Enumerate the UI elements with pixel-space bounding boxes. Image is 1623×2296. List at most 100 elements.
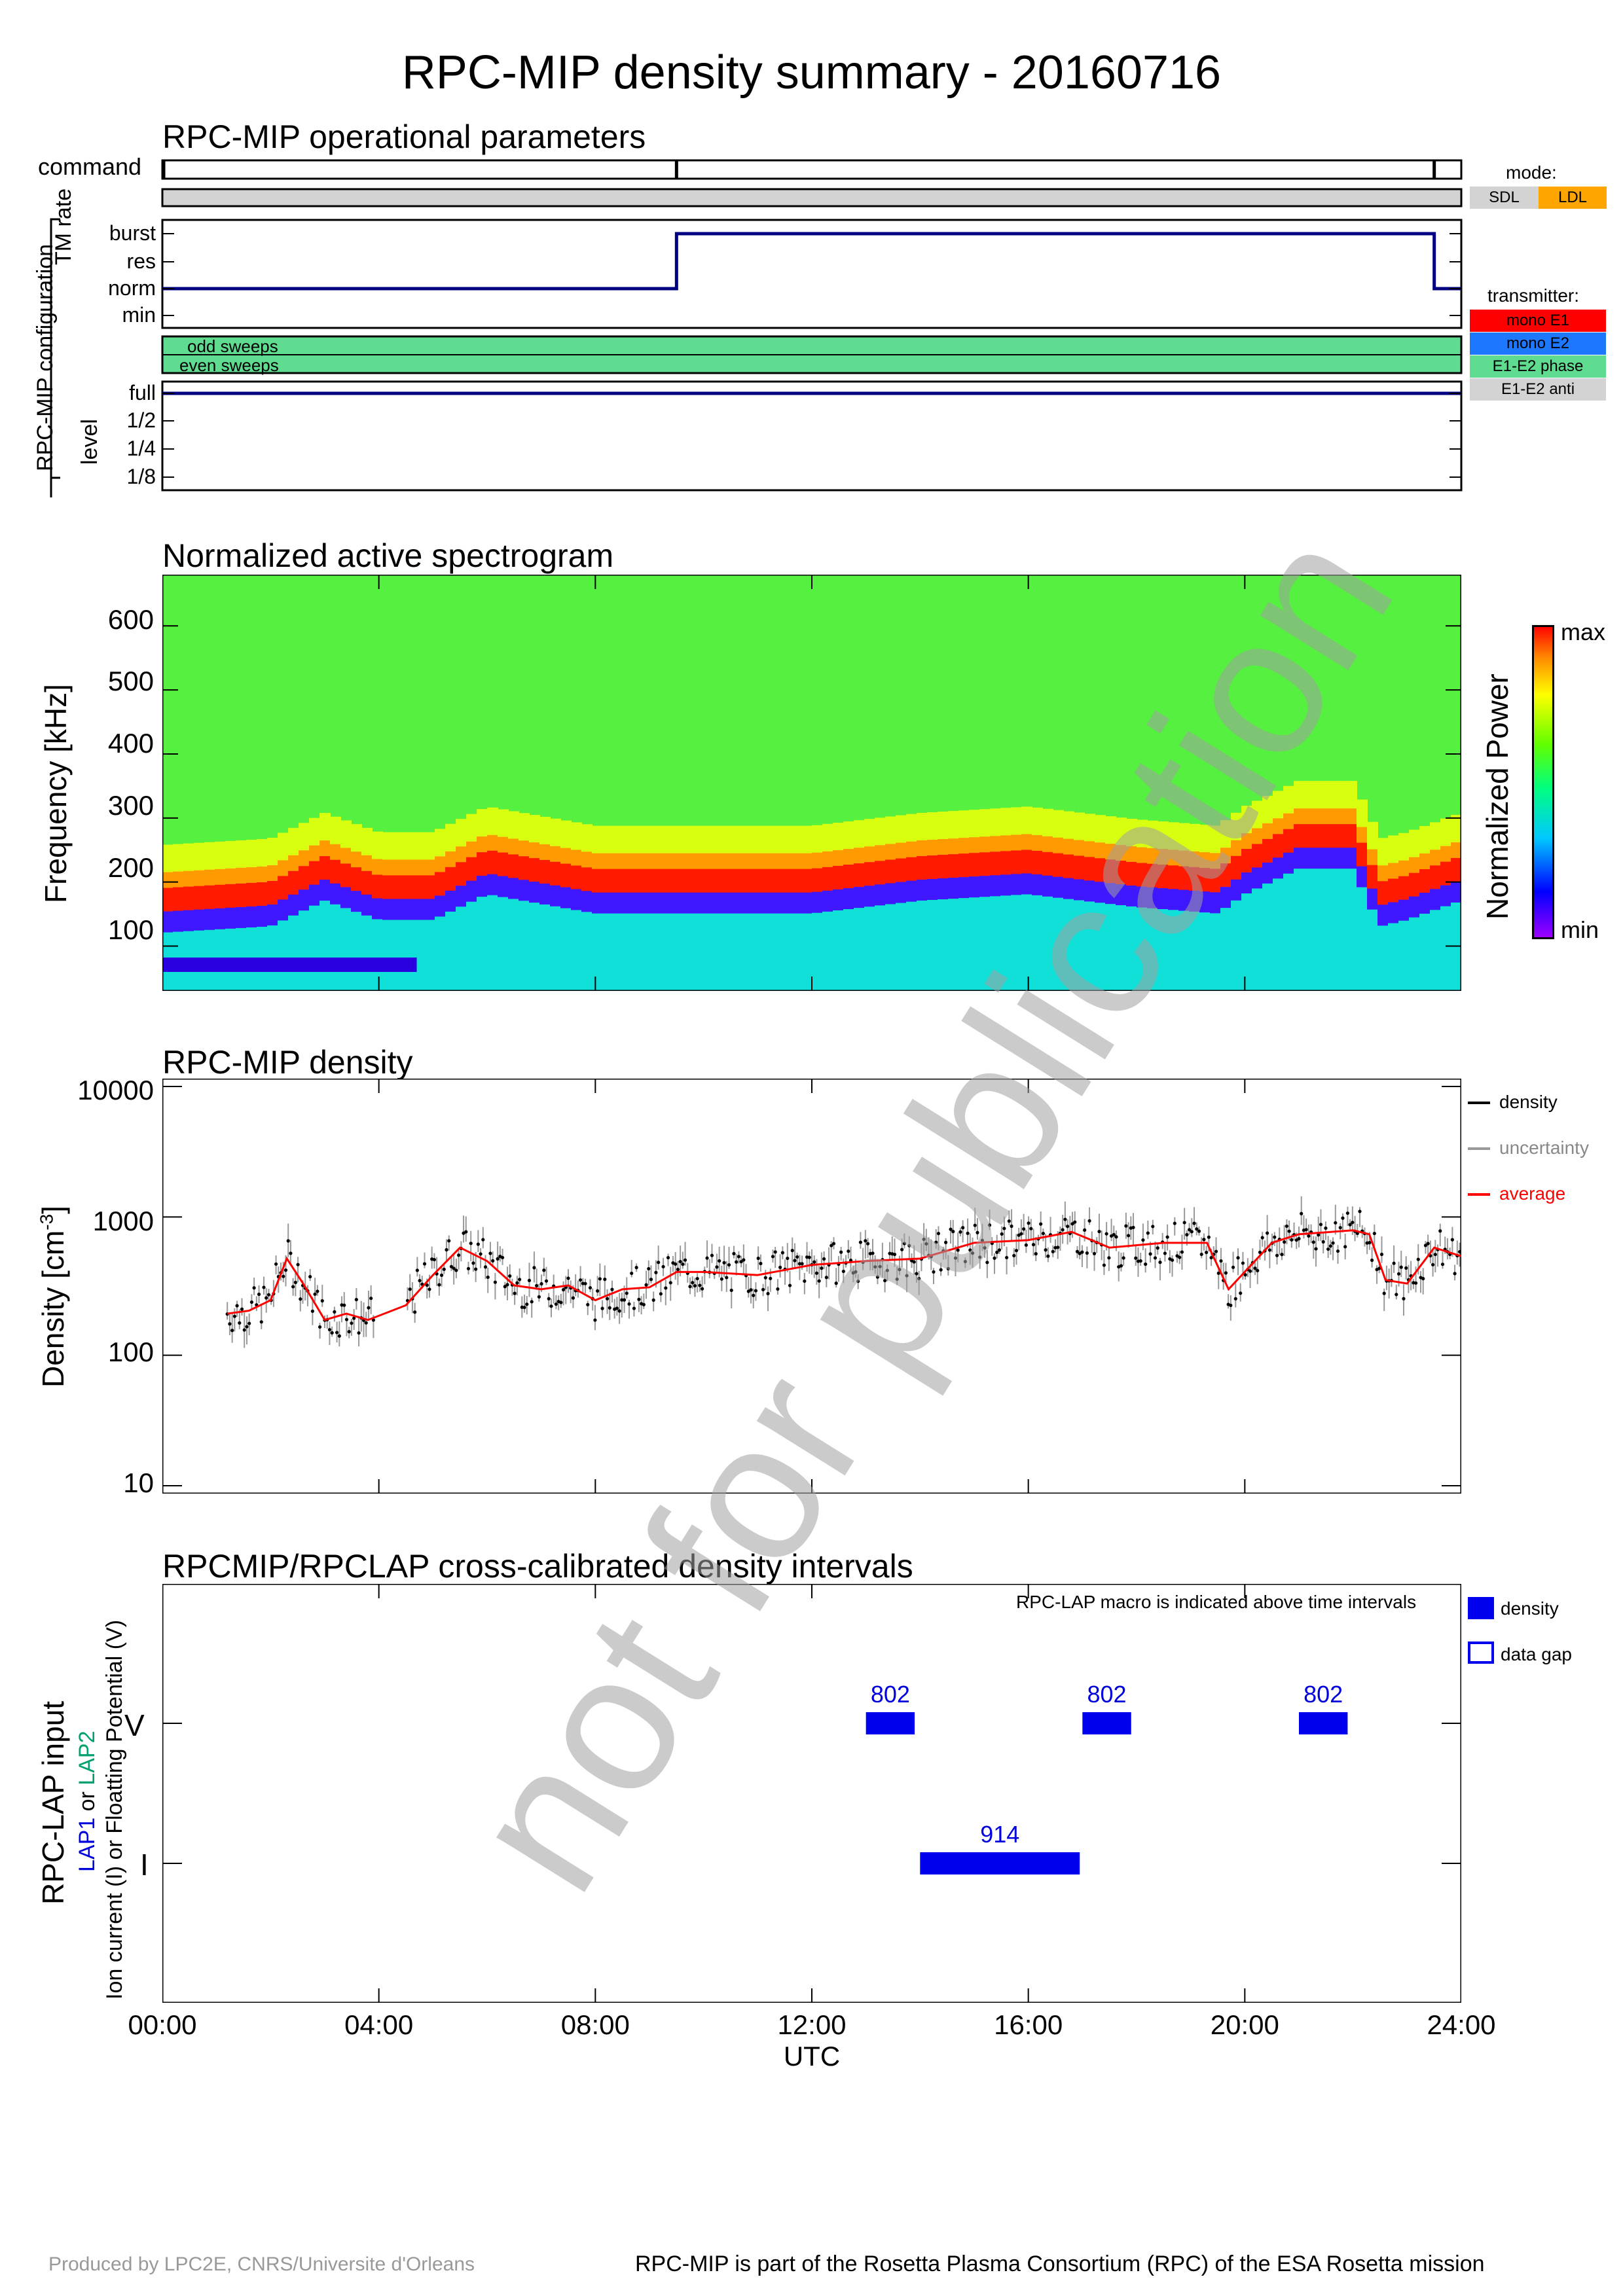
density-point xyxy=(946,1266,950,1270)
density-point xyxy=(581,1282,585,1285)
density-point xyxy=(817,1279,821,1283)
spec-column xyxy=(592,825,603,991)
density-point xyxy=(720,1277,723,1281)
density-point xyxy=(856,1279,860,1283)
density-point xyxy=(608,1306,611,1310)
density-point xyxy=(445,1247,448,1252)
density-point xyxy=(1199,1252,1203,1257)
density-point xyxy=(771,1255,775,1259)
density-point xyxy=(1024,1243,1028,1247)
spec-column xyxy=(539,816,551,991)
dens-ytick-10: 10 xyxy=(123,1467,154,1498)
spec-column xyxy=(1063,811,1074,991)
legend-density: density xyxy=(1499,1092,1558,1112)
density-point xyxy=(422,1262,427,1266)
density-point xyxy=(951,1230,955,1234)
density-point xyxy=(245,1325,249,1329)
density-point xyxy=(296,1263,300,1266)
density-point xyxy=(776,1287,780,1291)
density-point xyxy=(1453,1272,1457,1276)
density-point xyxy=(1063,1217,1067,1221)
spec-column xyxy=(571,822,582,991)
density-point xyxy=(632,1306,636,1310)
density-point xyxy=(839,1250,843,1254)
spec-column xyxy=(979,809,991,991)
level-eighth: 1/8 xyxy=(126,465,156,488)
density-point xyxy=(1156,1246,1159,1250)
density-point xyxy=(542,1268,546,1272)
density-point xyxy=(1351,1221,1355,1225)
density-point xyxy=(976,1230,979,1234)
density-point xyxy=(803,1279,807,1283)
density-point xyxy=(1080,1250,1084,1254)
tm-level-burst: burst xyxy=(109,221,156,245)
density-point xyxy=(503,1285,507,1289)
density-point xyxy=(822,1257,826,1261)
spec-column xyxy=(581,824,593,991)
transmitter-legend-title: transmitter: xyxy=(1487,285,1580,306)
density-point xyxy=(875,1275,880,1279)
density-point xyxy=(488,1251,492,1255)
density-point xyxy=(259,1320,263,1324)
density-point xyxy=(1197,1229,1201,1233)
spec-column xyxy=(707,825,718,991)
density-point xyxy=(1073,1220,1077,1224)
density-point xyxy=(883,1278,887,1283)
density-point xyxy=(413,1310,417,1314)
density-point xyxy=(1256,1268,1260,1272)
density-point xyxy=(316,1289,319,1293)
density-point xyxy=(1165,1235,1169,1239)
density-point xyxy=(873,1265,877,1269)
density-point xyxy=(1178,1255,1182,1259)
density-point xyxy=(1056,1246,1060,1249)
density-point xyxy=(1002,1227,1006,1230)
density-point xyxy=(518,1278,522,1282)
density-point xyxy=(1044,1248,1048,1252)
density-point xyxy=(661,1265,665,1268)
density-plot xyxy=(162,1079,1461,1494)
density-point xyxy=(1027,1221,1030,1225)
density-point xyxy=(759,1261,763,1266)
level-half: 1/2 xyxy=(126,408,156,432)
density-point xyxy=(1382,1291,1386,1295)
density-point xyxy=(1209,1255,1213,1260)
density-point xyxy=(1421,1277,1425,1281)
spec-column xyxy=(1336,781,1347,991)
spec-column xyxy=(948,811,959,991)
spec-column xyxy=(1346,781,1357,991)
density-point xyxy=(651,1298,655,1302)
density-point xyxy=(780,1251,784,1255)
density-point xyxy=(983,1246,987,1250)
spec-column xyxy=(246,839,257,991)
density-point xyxy=(1202,1238,1206,1242)
density-point xyxy=(725,1276,729,1280)
spec-column xyxy=(508,811,519,991)
density-point xyxy=(1046,1254,1050,1258)
density-point xyxy=(676,1267,680,1272)
density-point xyxy=(654,1270,658,1274)
density-point xyxy=(763,1276,767,1280)
crosscal-legend-gap-swatch xyxy=(1468,1641,1494,1664)
density-point xyxy=(698,1283,702,1287)
spectrogram-title: Normalized active spectrogram xyxy=(162,537,614,574)
density-point xyxy=(513,1291,517,1295)
density-point xyxy=(871,1251,875,1255)
density-point xyxy=(961,1226,965,1230)
spec-column xyxy=(749,825,760,991)
crosscal-ylabel-sub: LAP1 or LAP2 xyxy=(75,1731,100,1873)
density-point xyxy=(1005,1255,1009,1260)
spec-column xyxy=(1377,838,1389,991)
spec-column xyxy=(1126,818,1137,991)
crosscal-legend-density-swatch xyxy=(1468,1597,1494,1619)
spec-column xyxy=(1105,816,1116,991)
density-point xyxy=(752,1293,756,1297)
density-ylabel-end: ] xyxy=(36,1206,70,1214)
density-point xyxy=(627,1302,631,1306)
density-point xyxy=(807,1255,811,1259)
density-point xyxy=(457,1253,461,1257)
density-point xyxy=(1423,1244,1428,1247)
density-point xyxy=(1345,1211,1349,1215)
density-point xyxy=(537,1295,541,1299)
spec-column xyxy=(1440,818,1451,991)
density-point xyxy=(515,1281,519,1285)
